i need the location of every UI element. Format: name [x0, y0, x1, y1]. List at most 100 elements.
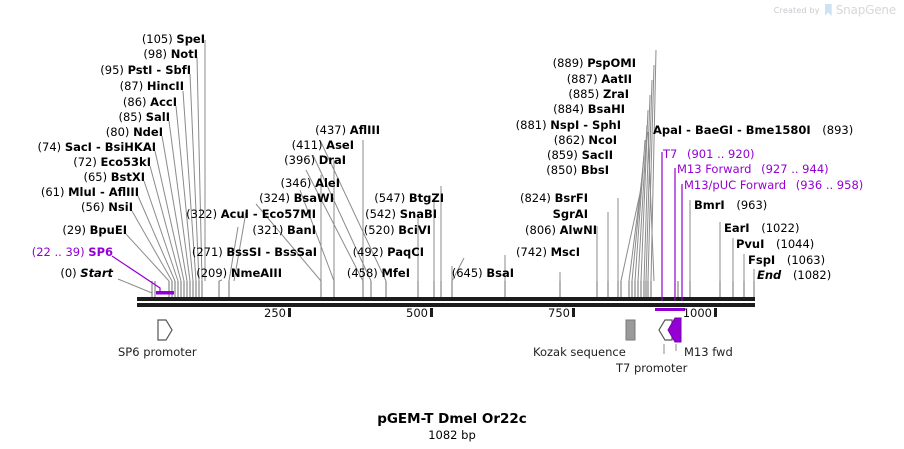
site-enzyme: NsiI — [108, 200, 133, 214]
site-label-bcivi[interactable]: (520) BciVI — [300, 224, 431, 237]
feature-caption-kozak[interactable]: Kozak sequence — [533, 345, 626, 359]
site-label-bpuei[interactable]: (29) BpuEI — [0, 224, 127, 237]
site-label-mlui-afliii[interactable]: (61) MluI - AflIII — [0, 186, 139, 199]
site-label-sali[interactable]: (85) SalI — [0, 111, 170, 124]
site-enzyme: BpuEI — [89, 223, 127, 237]
site-label-pspomi[interactable]: (889) PspOMI — [420, 57, 636, 70]
site-label-bsawi[interactable]: (324) BsaWI — [170, 192, 334, 205]
site-label-bsahi[interactable]: (884) BsaHI — [420, 103, 625, 116]
site-label-ncoi[interactable]: (862) NcoI — [420, 134, 617, 147]
site-enzyme: BsrFI — [554, 191, 588, 205]
site-label-hincii[interactable]: (87) HincII — [0, 80, 184, 93]
site-label-bsai[interactable]: (645) BsaI — [390, 267, 514, 280]
site-label-acci[interactable]: (86) AccI — [0, 96, 177, 109]
site-label-nspi-sphi[interactable]: (881) NspI - SphI — [420, 119, 621, 132]
site-position: (346) — [280, 176, 312, 190]
feature-caption-m13-fwd[interactable]: M13 fwd — [684, 345, 733, 359]
site-position: (850) — [546, 163, 578, 177]
primer-range: (927 .. 944) — [761, 162, 829, 176]
site-position: (963) — [736, 198, 768, 212]
site-label-alwni[interactable]: (806) AlwNI — [420, 224, 597, 237]
site-label-eari[interactable]: EarI (1022) — [724, 222, 799, 235]
site-enzyme: BbsI — [580, 163, 609, 177]
site-label-bsrfi[interactable]: (824) BsrFI — [420, 192, 588, 205]
site-label-bstxi[interactable]: (65) BstXI — [0, 171, 145, 184]
feature-glyph-sp6-promoter[interactable] — [157, 319, 173, 341]
site-position: (95) — [100, 63, 124, 77]
ruler-ticks — [288, 308, 717, 317]
site-position: (1082) — [792, 268, 832, 282]
primer-label-m13-puc-forward[interactable]: M13/pUC Forward (936 .. 958) — [684, 179, 863, 192]
site-label-saci-bsihkai[interactable]: (74) SacI - BsiHKAI — [0, 141, 156, 154]
leader-lines-midright — [417, 186, 561, 282]
site-enzyme: End — [757, 268, 782, 282]
site-position: (271) — [191, 245, 223, 259]
site-label-start[interactable]: (0) Start — [0, 267, 113, 280]
site-label-mfei[interactable]: (458) MfeI — [290, 267, 410, 280]
site-enzyme: BsaHI — [587, 102, 625, 116]
site-position: (65) — [83, 170, 108, 184]
site-position: (437) — [315, 123, 347, 137]
feature-glyph-kozak[interactable] — [625, 319, 636, 341]
site-enzyme: SacI - BsiHKAI — [64, 140, 156, 154]
site-label-drai[interactable]: (396) DraI — [200, 154, 346, 167]
site-position: (396) — [284, 153, 316, 167]
site-position: (87) — [119, 79, 144, 93]
site-position: (324) — [259, 191, 290, 205]
site-label-bani[interactable]: (321) BanI — [130, 224, 316, 237]
site-enzyme: Start — [80, 266, 113, 280]
watermark-created-by: Created by — [773, 5, 820, 15]
site-label-ndei[interactable]: (80) NdeI — [0, 126, 163, 139]
site-position: (61) — [40, 185, 65, 199]
feature-caption-sp6-promoter[interactable]: SP6 promoter — [118, 345, 197, 359]
site-label-noti[interactable]: (98) NotI — [0, 48, 198, 61]
site-label-end[interactable]: End (1082) — [757, 269, 831, 282]
site-label-aatii[interactable]: (887) AatII — [420, 73, 632, 86]
site-enzyme: BtgZI — [408, 191, 444, 205]
site-position: (80) — [105, 125, 130, 139]
site-label-paqci[interactable]: (492) PaqCI — [290, 246, 424, 259]
site-label-bsssi-bsssai[interactable]: (271) BssSI - BssSaI — [110, 246, 317, 259]
site-label-sacii[interactable]: (859) SacII — [420, 149, 613, 162]
site-position: (209) — [196, 266, 228, 280]
feature-name: SP6 — [88, 245, 113, 259]
site-label-afliii[interactable]: (437) AflIII — [220, 124, 380, 137]
site-label-bbsi[interactable]: (850) BbsI — [420, 164, 609, 177]
site-label-snabi[interactable]: (542) SnaBI — [300, 208, 437, 221]
caption-connectors — [663, 344, 677, 354]
feature-label-sp6[interactable]: (22 .. 39) SP6 — [0, 246, 113, 259]
site-label-eco53ki[interactable]: (72) Eco53kI — [0, 156, 151, 169]
site-label-btgzi[interactable]: (547) BtgZI — [300, 192, 444, 205]
leader-lines-primers — [661, 152, 683, 301]
site-label-spei[interactable]: (105) SpeI — [0, 33, 205, 46]
site-label-zrai[interactable]: (885) ZraI — [420, 88, 629, 101]
primer-label-t7[interactable]: T7 (901 .. 920) — [663, 148, 755, 161]
site-label-msci[interactable]: (742) MscI — [420, 246, 580, 259]
site-label-bmri[interactable]: BmrI (963) — [694, 199, 767, 212]
site-label-sgrai[interactable]: SgrAI — [420, 208, 588, 221]
site-position: (492) — [352, 245, 384, 259]
site-enzyme: NotI — [170, 47, 198, 61]
site-label-psti-sbfi[interactable]: (95) PstI - SbfI — [0, 64, 191, 77]
site-label-fspi[interactable]: FspI (1063) — [748, 254, 825, 267]
primer-name: T7 — [663, 147, 678, 161]
site-position: (889) — [552, 56, 584, 70]
site-label-apai-baegi-bme1580i[interactable]: ApaI - BaeGI - Bme1580I (893) — [653, 124, 853, 137]
site-position: (411) — [291, 138, 323, 152]
site-enzyme: BssSI - BssSaI — [226, 245, 317, 259]
site-label-acui-eco57mi[interactable]: (322) AcuI - Eco57MI — [130, 208, 316, 221]
site-label-alei[interactable]: (346) AleI — [190, 177, 340, 190]
site-position: (29) — [62, 223, 87, 237]
feature-caption-t7-promoter[interactable]: T7 promoter — [616, 361, 688, 375]
feature-glyph-m13-fwd[interactable] — [667, 317, 682, 343]
leader-lines-right — [596, 49, 657, 282]
primer-range: (936 .. 958) — [795, 178, 864, 192]
site-label-nsii[interactable]: (56) NsiI — [0, 201, 133, 214]
site-label-nmeaiii[interactable]: (209) NmeAIII — [110, 267, 282, 280]
site-position: (1063) — [786, 253, 826, 267]
site-position: (885) — [568, 87, 600, 101]
site-enzyme: SacII — [581, 148, 613, 162]
site-label-pvui[interactable]: PvuI (1044) — [736, 238, 814, 251]
site-label-asei[interactable]: (411) AseI — [210, 139, 354, 152]
primer-label-m13-forward[interactable]: M13 Forward (927 .. 944) — [677, 163, 829, 176]
